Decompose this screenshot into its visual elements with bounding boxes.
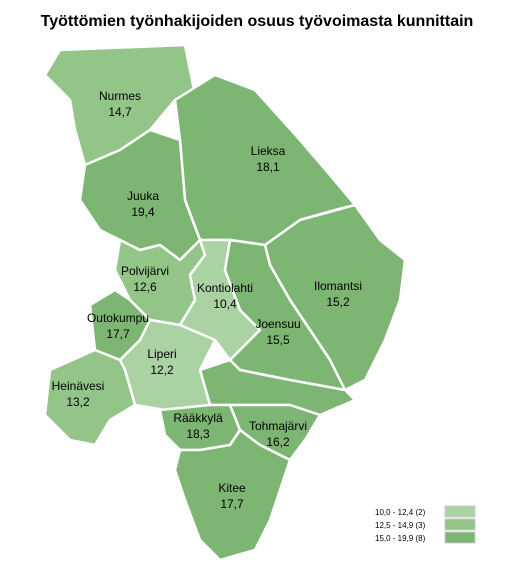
region-value: 17,7 xyxy=(106,327,130,341)
region-name: Rääkkylä xyxy=(173,411,223,425)
region-name: Juuka xyxy=(127,189,159,203)
region-value: 18,3 xyxy=(186,427,210,441)
region-name: Kitee xyxy=(218,481,246,495)
map-title: Työttömien työnhakijoiden osuus työvoima… xyxy=(41,13,474,30)
legend-swatch xyxy=(444,505,476,518)
region-value: 10,4 xyxy=(213,297,237,311)
region-value: 16,2 xyxy=(266,435,290,449)
region-value: 17,7 xyxy=(220,497,244,511)
region-name: Lieksa xyxy=(251,144,286,158)
region-value: 15,2 xyxy=(326,295,350,309)
region-name: Nurmes xyxy=(99,89,141,103)
region xyxy=(43,348,137,447)
region-value: 14,7 xyxy=(108,105,132,119)
region-value: 13,2 xyxy=(66,395,90,409)
region-value: 15,5 xyxy=(266,333,290,347)
region-value: 19,4 xyxy=(131,205,155,219)
region-name: Outokumpu xyxy=(87,311,149,325)
region-value: 12,6 xyxy=(133,280,157,294)
legend-swatch xyxy=(444,531,476,544)
region-name: Polvijärvi xyxy=(121,264,169,278)
region-name: Liperi xyxy=(147,347,176,361)
legend-label: 10,0 - 12,4 (2) xyxy=(375,508,426,517)
region-name: Tohmajärvi xyxy=(249,419,307,433)
region-name: Ilomantsi xyxy=(314,279,362,293)
region-name: Joensuu xyxy=(255,317,300,331)
region-name: Heinävesi xyxy=(52,379,105,393)
region xyxy=(173,428,292,562)
region-value: 18,1 xyxy=(256,160,280,174)
region-value: 12,2 xyxy=(150,363,174,377)
legend-label: 15,0 - 19,9 (8) xyxy=(375,534,426,543)
legend-label: 12,5 - 14,9 (3) xyxy=(375,521,426,530)
region-name: Kontiolahti xyxy=(197,281,253,295)
legend-swatch xyxy=(444,518,476,531)
